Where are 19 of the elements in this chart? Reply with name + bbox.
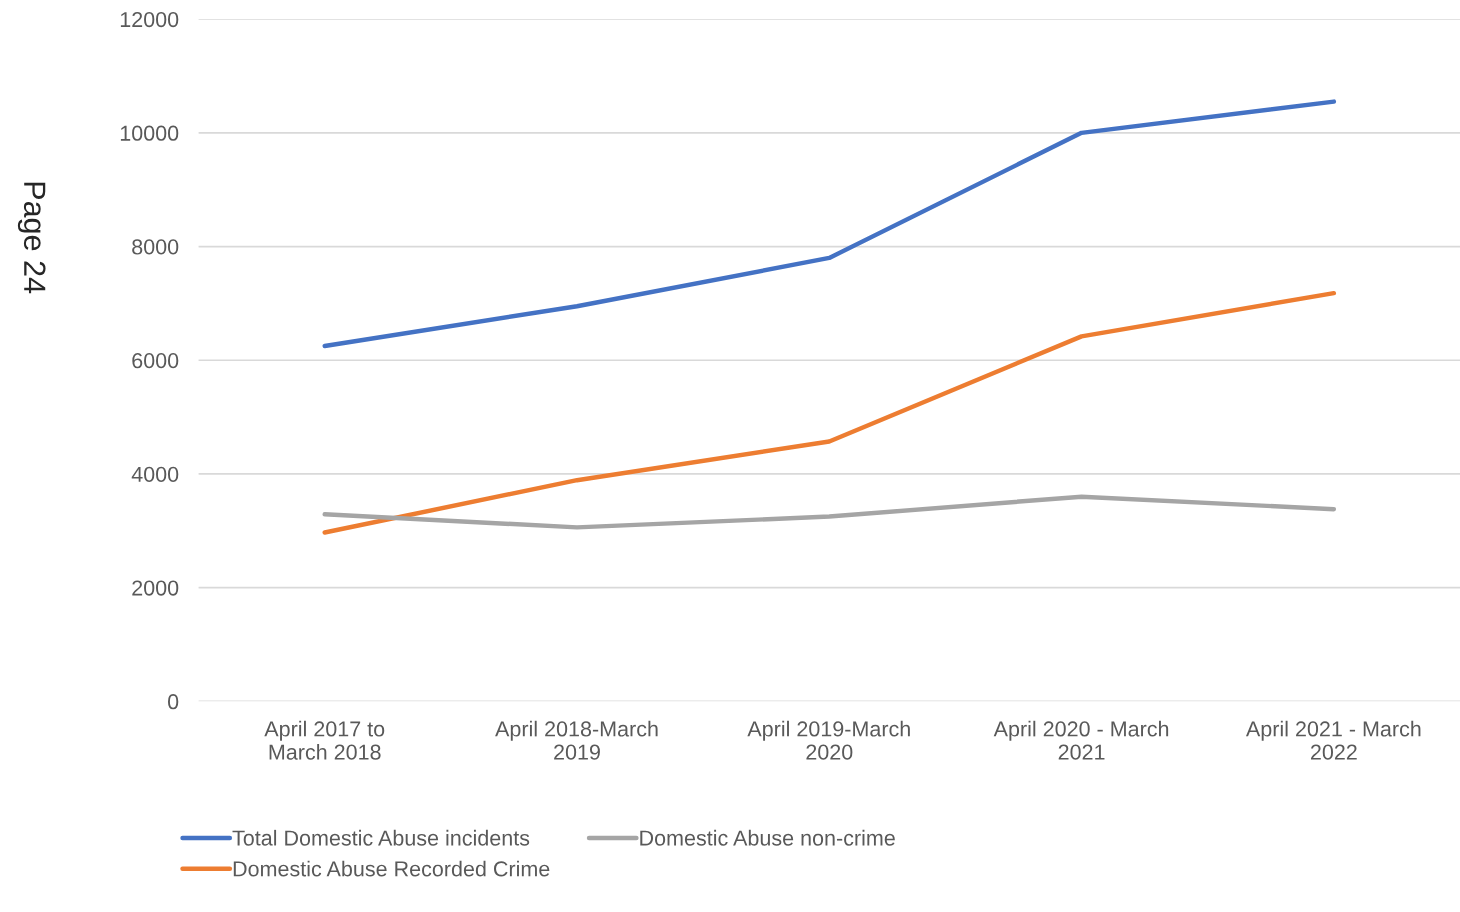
y-tick-label: 10000 bbox=[120, 125, 179, 141]
line-series bbox=[322, 494, 1337, 530]
x-tick-label: April 2021 - March 2022 bbox=[1245, 720, 1421, 760]
text: Page 24 bbox=[17, 182, 46, 294]
x-tick-label: April 2017 to March 2018 bbox=[264, 720, 385, 760]
legend-label: Total Domestic Abuse incidents bbox=[232, 829, 530, 846]
y-tick-label: 6000 bbox=[132, 353, 179, 369]
y-tick-label: 2000 bbox=[132, 580, 179, 596]
y-tick-label: 8000 bbox=[132, 239, 179, 255]
y-tick-label: 0 bbox=[167, 694, 179, 710]
y-tick-label: 4000 bbox=[131, 466, 179, 482]
x-tick-label: April 2020 - March 2021 bbox=[993, 720, 1169, 760]
y-tick-label: 12000 bbox=[120, 11, 179, 28]
legend-label: Domestic Abuse Recorded Crime bbox=[233, 860, 550, 877]
line-series bbox=[322, 99, 1337, 349]
x-tick-label: April 2019-March 2020 bbox=[747, 720, 910, 760]
line-series bbox=[322, 290, 1337, 535]
x-tick-label: April 2018-March 2019 bbox=[495, 720, 658, 760]
legend-label: Domestic Abuse non-crime bbox=[640, 829, 895, 846]
